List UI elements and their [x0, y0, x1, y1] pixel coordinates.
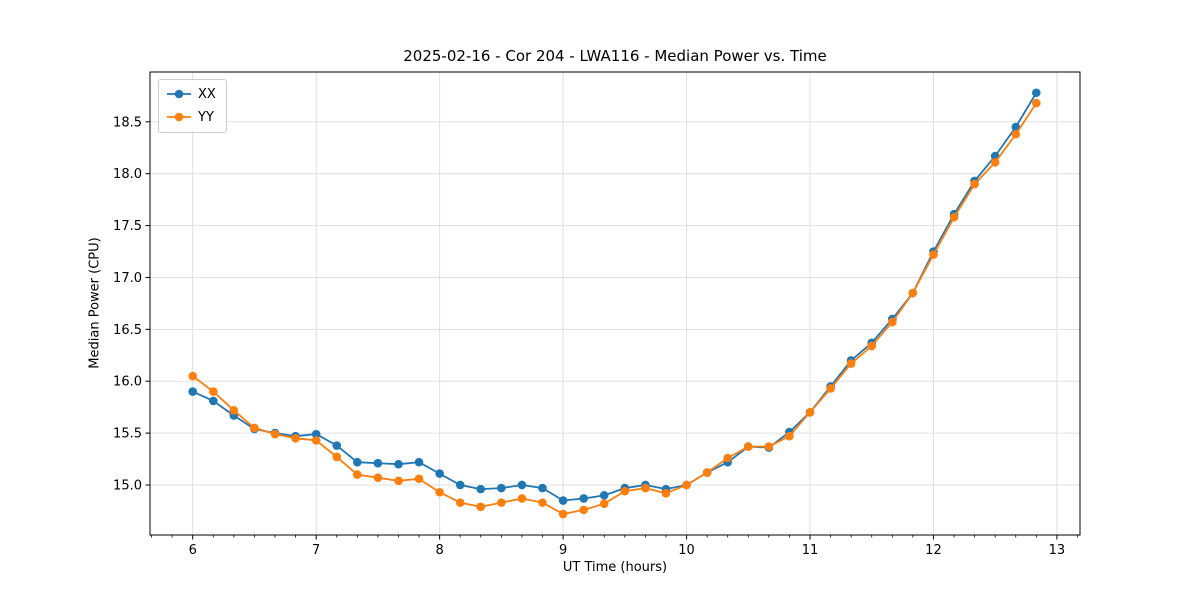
data-point-xx [332, 441, 342, 450]
data-point-yy [291, 433, 300, 443]
data-point-yy [723, 453, 732, 463]
data-point-xx [517, 480, 527, 490]
data-point-xx [558, 496, 568, 505]
data-point-yy [846, 359, 856, 368]
y-tick-label: 16.5 [113, 323, 142, 338]
data-point-yy [579, 505, 589, 515]
data-point-xx [579, 494, 589, 503]
x-tick-label: 7 [312, 543, 320, 558]
data-point-yy [970, 179, 979, 189]
data-point-yy [620, 486, 630, 496]
y-tick-label: 17.0 [113, 271, 142, 286]
data-point-yy [929, 250, 938, 259]
data-point-xx [599, 491, 609, 500]
x-tick-label: 9 [559, 543, 567, 558]
data-point-yy [373, 473, 383, 483]
data-point-yy [497, 498, 506, 507]
data-point-yy [414, 474, 424, 484]
legend-label-yy: YY [198, 110, 214, 125]
data-point-yy [661, 488, 671, 498]
data-point-yy [702, 468, 712, 477]
x-tick-label: 8 [435, 543, 443, 558]
legend-item-xx: XX [166, 85, 216, 104]
data-point-xx [1011, 122, 1021, 132]
data-point-yy [682, 480, 691, 490]
data-point-yy [517, 494, 527, 503]
data-point-yy [352, 470, 362, 479]
data-point-xx [373, 458, 383, 468]
x-tick-label: 6 [189, 543, 197, 558]
data-point-yy [1031, 98, 1041, 108]
data-point-yy [332, 452, 342, 462]
data-point-xx [188, 387, 198, 396]
data-point-yy [558, 509, 568, 519]
x-tick-label: 11 [802, 543, 819, 558]
legend-label-xx: XX [198, 87, 216, 102]
data-point-xx [435, 469, 444, 478]
data-point-yy [394, 476, 403, 486]
legend-item-yy: YY [166, 108, 216, 127]
data-point-xx [394, 459, 403, 469]
data-point-yy [1011, 129, 1021, 139]
data-point-yy [990, 157, 1000, 167]
data-point-yy [455, 498, 465, 507]
data-point-yy [867, 341, 877, 351]
x-tick-label: 12 [925, 543, 942, 558]
data-point-yy [538, 498, 547, 507]
legend-marker-xx [166, 85, 192, 104]
y-axis-label: Median Power (CPU) [87, 237, 103, 369]
data-point-yy [949, 212, 959, 222]
y-tick-label: 15.5 [113, 427, 142, 442]
data-point-xx [1031, 88, 1041, 98]
data-point-yy [908, 288, 918, 298]
y-tick-label: 16.0 [113, 375, 142, 390]
data-point-xx [311, 429, 321, 439]
data-point-xx [414, 457, 424, 467]
data-point-yy [476, 502, 486, 512]
data-point-yy [599, 499, 609, 508]
data-point-yy [270, 429, 280, 439]
data-point-yy [805, 408, 815, 417]
data-point-xx [476, 484, 486, 494]
x-tick-label: 10 [678, 543, 695, 558]
y-tick-label: 18.0 [113, 167, 142, 182]
data-point-yy [826, 384, 835, 393]
legend-marker-yy [166, 108, 192, 127]
data-point-yy [209, 387, 218, 396]
data-point-yy [250, 423, 259, 433]
data-point-yy [311, 436, 321, 445]
y-tick-label: 15.0 [113, 478, 142, 493]
data-point-xx [455, 480, 465, 490]
data-point-xx [497, 483, 506, 493]
x-axis-label: UT Time (hours) [562, 560, 668, 575]
legend: XX YY [158, 79, 227, 133]
plot-border [149, 71, 1081, 536]
legend-marker-glyph [167, 112, 191, 122]
data-point-xx [352, 457, 362, 467]
data-point-yy [764, 442, 774, 451]
data-point-yy [888, 317, 897, 327]
page-title: 2025-02-16 - Cor 204 - LWA116 - Median P… [403, 47, 827, 65]
data-point-xx [209, 396, 218, 406]
data-point-xx [538, 483, 547, 493]
data-point-yy [785, 431, 794, 441]
x-tick-label: 13 [1049, 543, 1066, 558]
data-point-yy [641, 483, 650, 493]
y-tick-label: 17.5 [113, 219, 142, 234]
data-point-yy [743, 442, 753, 451]
data-point-yy [435, 487, 444, 497]
data-point-yy [229, 405, 239, 415]
data-point-yy [188, 371, 198, 381]
series-line-yy [192, 102, 1038, 515]
legend-marker-glyph [167, 89, 191, 99]
y-tick-label: 18.5 [113, 115, 142, 130]
